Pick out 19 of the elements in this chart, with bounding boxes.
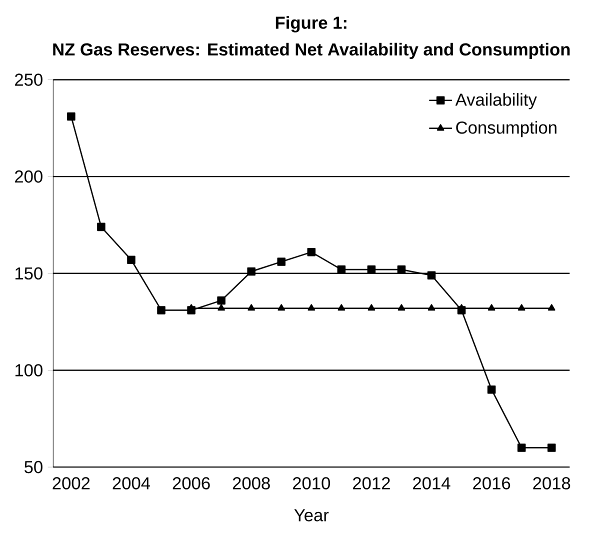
legend-label: Consumption [456,120,556,138]
y-tick-label: 250 [15,74,42,86]
legend-label: Availability [455,93,537,110]
x-tick-label: 2004 [112,477,150,490]
x-axis-title: Year [294,509,329,522]
x-tick-label: 2018 [533,477,570,490]
y-tick-label: 50 [24,460,42,474]
x-tick-label: 2014 [413,477,450,490]
y-tick-label: 100 [15,364,42,376]
x-tick-label: 2012 [353,477,390,490]
y-tick-label: 200 [15,170,42,183]
y-tick-label: 150 [15,267,42,280]
chart-subtitle: NZ Gas Reserves: Estimated Net Availability and Consumption [53,42,570,59]
x-tick-label: 2006 [172,477,210,490]
x-tick-label: 2010 [292,477,330,490]
chart-title: Figure 1: [276,16,346,32]
x-tick-label: 2016 [473,477,510,490]
x-tick-label: 2008 [232,477,270,490]
x-tick-label: 2002 [52,477,90,490]
